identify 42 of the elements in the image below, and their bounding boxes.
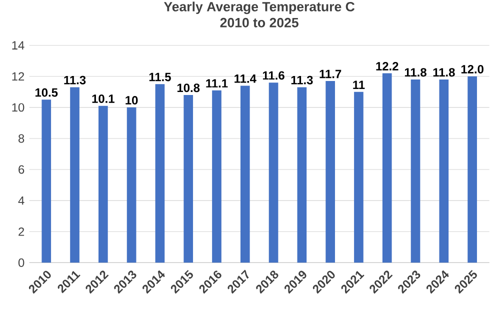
- y-tick-label: 12: [12, 72, 24, 81]
- data-label: 11.1: [206, 79, 228, 88]
- bar: [240, 86, 250, 263]
- data-label: 10.1: [92, 94, 114, 103]
- bar: [155, 84, 165, 263]
- bar: [184, 95, 194, 263]
- data-label: 11.3: [64, 76, 86, 84]
- data-label: 11.4: [234, 74, 256, 83]
- bar: [439, 79, 449, 263]
- y-tick-label: 4: [18, 196, 24, 205]
- bar: [70, 87, 80, 263]
- data-label: 12.0: [461, 64, 484, 74]
- data-label: 11.3: [291, 76, 313, 84]
- data-label: 11.7: [320, 70, 342, 78]
- y-tick-label: 6: [18, 165, 24, 174]
- bar: [98, 106, 108, 263]
- bar: [354, 92, 364, 263]
- y-tick-label: 10: [12, 103, 24, 112]
- data-label: 10: [126, 96, 138, 105]
- data-label: 12.2: [376, 62, 398, 70]
- data-label: 10.5: [35, 88, 58, 97]
- bar: [42, 100, 52, 263]
- bar: [410, 79, 420, 263]
- data-label: 11.6: [262, 71, 284, 80]
- data-label: 10.8: [177, 84, 200, 92]
- y-tick-label: 8: [18, 134, 24, 143]
- bar: [382, 73, 392, 263]
- bar: [326, 81, 335, 263]
- bar: [468, 76, 477, 263]
- data-label: 11.8: [404, 68, 426, 77]
- data-label: 11.5: [149, 72, 171, 82]
- bar: [126, 107, 136, 263]
- data-label: 11: [353, 80, 365, 89]
- chart-subtitle: 2010 to 2025: [220, 18, 298, 28]
- data-label: 11.8: [433, 68, 455, 77]
- chart-title: Yearly Average Temperature C: [164, 2, 355, 14]
- bar: [297, 87, 307, 263]
- bar: [212, 90, 222, 263]
- y-tick-label: 14: [12, 41, 24, 50]
- y-tick-label: 2: [18, 227, 24, 236]
- bar: [268, 82, 278, 263]
- y-tick-label: 0: [18, 258, 24, 267]
